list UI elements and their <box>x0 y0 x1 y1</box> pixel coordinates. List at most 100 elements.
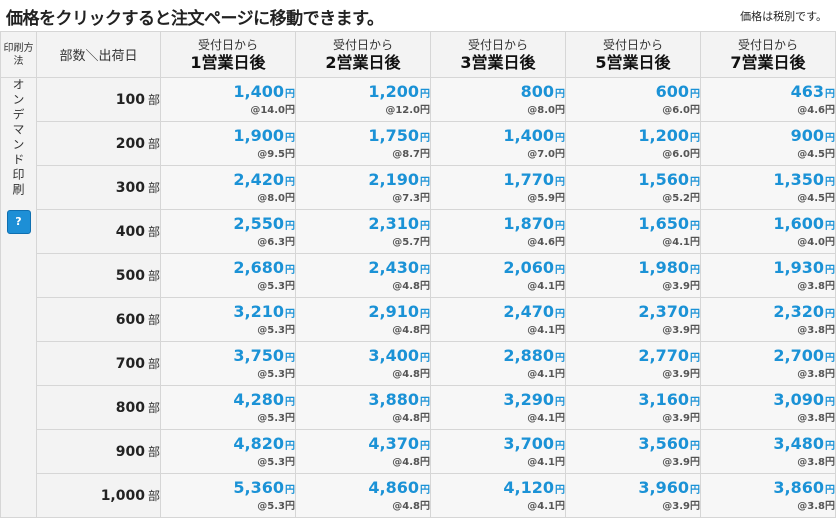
price-cell[interactable]: 2,470円 @4.1円 <box>430 297 566 342</box>
price-amount[interactable]: 1,200円 <box>566 126 700 148</box>
price-cell[interactable]: 2,770円 @3.9円 <box>565 341 701 386</box>
price-cell[interactable]: 2,550円 @6.3円 <box>160 209 296 254</box>
price-amount[interactable]: 1,400円 <box>161 82 295 104</box>
price-value[interactable]: 3,560 <box>638 434 689 453</box>
price-value[interactable]: 1,400 <box>503 126 554 145</box>
price-cell[interactable]: 1,770円 @5.9円 <box>430 165 566 210</box>
price-amount[interactable]: 2,320円 <box>701 302 835 324</box>
price-cell[interactable]: 2,910円 @4.8円 <box>295 297 431 342</box>
price-value[interactable]: 3,960 <box>638 478 689 497</box>
price-cell[interactable]: 1,750円 @8.7円 <box>295 121 431 166</box>
price-cell[interactable]: 2,420円 @8.0円 <box>160 165 296 210</box>
price-cell[interactable]: 1,400円 @14.0円 <box>160 77 296 122</box>
price-cell[interactable]: 2,060円 @4.1円 <box>430 253 566 298</box>
price-value[interactable]: 2,470 <box>503 302 554 321</box>
price-amount[interactable]: 2,910円 <box>296 302 430 324</box>
price-amount[interactable]: 1,200円 <box>296 82 430 104</box>
price-value[interactable]: 1,560 <box>638 170 689 189</box>
price-amount[interactable]: 3,090円 <box>701 390 835 412</box>
price-cell[interactable]: 1,930円 @3.8円 <box>700 253 836 298</box>
price-value[interactable]: 2,420 <box>233 170 284 189</box>
price-value[interactable]: 1,400 <box>233 82 284 101</box>
price-amount[interactable]: 5,360円 <box>161 478 295 500</box>
price-amount[interactable]: 2,370円 <box>566 302 700 324</box>
price-amount[interactable]: 4,860円 <box>296 478 430 500</box>
price-amount[interactable]: 4,370円 <box>296 434 430 456</box>
price-value[interactable]: 1,900 <box>233 126 284 145</box>
price-value[interactable]: 800 <box>520 82 554 101</box>
price-cell[interactable]: 2,190円 @7.3円 <box>295 165 431 210</box>
price-cell[interactable]: 1,200円 @12.0円 <box>295 77 431 122</box>
price-value[interactable]: 3,880 <box>368 390 419 409</box>
price-value[interactable]: 4,120 <box>503 478 554 497</box>
price-amount[interactable]: 2,310円 <box>296 214 430 236</box>
price-amount[interactable]: 1,900円 <box>161 126 295 148</box>
price-amount[interactable]: 1,600円 <box>701 214 835 236</box>
price-value[interactable]: 2,550 <box>233 214 284 233</box>
price-value[interactable]: 4,280 <box>233 390 284 409</box>
price-amount[interactable]: 2,430円 <box>296 258 430 280</box>
price-amount[interactable]: 3,290円 <box>431 390 565 412</box>
price-cell[interactable]: 900円 @4.5円 <box>700 121 836 166</box>
price-amount[interactable]: 3,480円 <box>701 434 835 456</box>
price-amount[interactable]: 4,280円 <box>161 390 295 412</box>
price-value[interactable]: 2,060 <box>503 258 554 277</box>
price-amount[interactable]: 1,750円 <box>296 126 430 148</box>
price-cell[interactable]: 3,860円 @3.8円 <box>700 473 836 518</box>
price-value[interactable]: 1,980 <box>638 258 689 277</box>
price-value[interactable]: 2,320 <box>773 302 824 321</box>
price-cell[interactable]: 1,200円 @6.0円 <box>565 121 701 166</box>
price-amount[interactable]: 2,770円 <box>566 346 700 368</box>
price-amount[interactable]: 3,960円 <box>566 478 700 500</box>
price-cell[interactable]: 1,900円 @9.5円 <box>160 121 296 166</box>
price-value[interactable]: 2,680 <box>233 258 284 277</box>
price-cell[interactable]: 2,700円 @3.8円 <box>700 341 836 386</box>
price-amount[interactable]: 800円 <box>431 82 565 104</box>
price-amount[interactable]: 3,560円 <box>566 434 700 456</box>
price-amount[interactable]: 1,350円 <box>701 170 835 192</box>
price-value[interactable]: 3,480 <box>773 434 824 453</box>
price-cell[interactable]: 5,360円 @5.3円 <box>160 473 296 518</box>
price-amount[interactable]: 3,860円 <box>701 478 835 500</box>
price-cell[interactable]: 2,680円 @5.3円 <box>160 253 296 298</box>
price-cell[interactable]: 3,480円 @3.8円 <box>700 429 836 474</box>
price-value[interactable]: 1,200 <box>638 126 689 145</box>
price-value[interactable]: 1,650 <box>638 214 689 233</box>
price-cell[interactable]: 2,320円 @3.8円 <box>700 297 836 342</box>
price-cell[interactable]: 3,210円 @5.3円 <box>160 297 296 342</box>
price-cell[interactable]: 3,750円 @5.3円 <box>160 341 296 386</box>
price-value[interactable]: 5,360 <box>233 478 284 497</box>
price-value[interactable]: 2,910 <box>368 302 419 321</box>
price-value[interactable]: 3,400 <box>368 346 419 365</box>
price-value[interactable]: 900 <box>790 126 824 145</box>
price-amount[interactable]: 1,400円 <box>431 126 565 148</box>
price-cell[interactable]: 3,400円 @4.8円 <box>295 341 431 386</box>
price-cell[interactable]: 3,960円 @3.9円 <box>565 473 701 518</box>
price-cell[interactable]: 3,290円 @4.1円 <box>430 385 566 430</box>
price-amount[interactable]: 4,120円 <box>431 478 565 500</box>
price-cell[interactable]: 4,820円 @5.3円 <box>160 429 296 474</box>
price-value[interactable]: 4,860 <box>368 478 419 497</box>
price-value[interactable]: 1,200 <box>368 82 419 101</box>
price-value[interactable]: 1,600 <box>773 214 824 233</box>
price-amount[interactable]: 3,700円 <box>431 434 565 456</box>
price-value[interactable]: 2,430 <box>368 258 419 277</box>
price-cell[interactable]: 1,560円 @5.2円 <box>565 165 701 210</box>
price-value[interactable]: 2,370 <box>638 302 689 321</box>
price-value[interactable]: 3,090 <box>773 390 824 409</box>
price-cell[interactable]: 1,980円 @3.9円 <box>565 253 701 298</box>
price-amount[interactable]: 463円 <box>701 82 835 104</box>
price-amount[interactable]: 1,560円 <box>566 170 700 192</box>
price-cell[interactable]: 600円 @6.0円 <box>565 77 701 122</box>
price-amount[interactable]: 3,880円 <box>296 390 430 412</box>
price-value[interactable]: 3,290 <box>503 390 554 409</box>
price-amount[interactable]: 600円 <box>566 82 700 104</box>
price-amount[interactable]: 1,770円 <box>431 170 565 192</box>
price-cell[interactable]: 1,600円 @4.0円 <box>700 209 836 254</box>
price-cell[interactable]: 2,370円 @3.9円 <box>565 297 701 342</box>
price-value[interactable]: 3,750 <box>233 346 284 365</box>
price-value[interactable]: 4,820 <box>233 434 284 453</box>
price-cell[interactable]: 2,880円 @4.1円 <box>430 341 566 386</box>
price-value[interactable]: 1,930 <box>773 258 824 277</box>
price-cell[interactable]: 3,700円 @4.1円 <box>430 429 566 474</box>
